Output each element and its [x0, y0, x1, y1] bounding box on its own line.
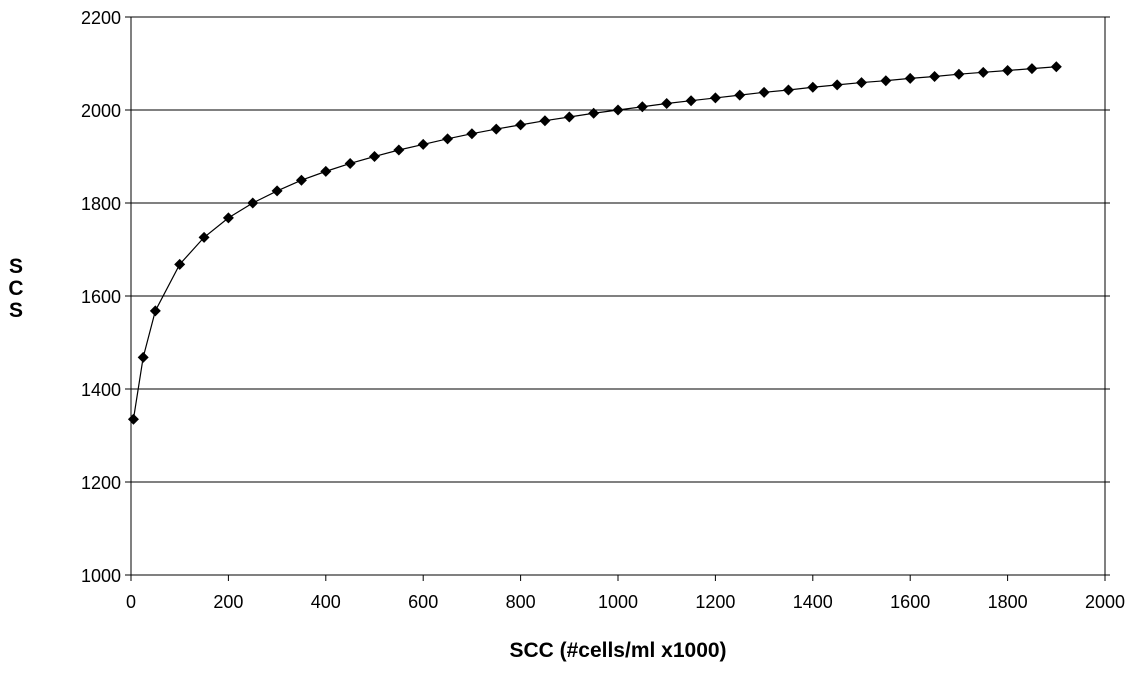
y-tick-label: 2200: [81, 8, 121, 28]
data-point-23: [661, 97, 673, 109]
data-point-25: [709, 92, 721, 104]
x-tick-label: 1600: [890, 592, 930, 612]
x-tick-label: 1800: [988, 592, 1028, 612]
y-tick-label: 1200: [81, 473, 121, 493]
x-tick-labels: 0 200 400 600 800 1000 1200 1400 1600 1800 2000: [126, 592, 1125, 612]
data-point-17: [515, 119, 527, 131]
x-tick-label: 1000: [598, 592, 638, 612]
data-point-28: [782, 84, 794, 96]
y-tick-label: 1800: [81, 194, 121, 214]
data-point-10: [344, 157, 356, 169]
data-point-16: [490, 123, 502, 135]
data-point-24: [685, 95, 697, 107]
data-point-11: [369, 151, 380, 162]
series-line: [132, 66, 1057, 420]
x-tick-label: 1400: [793, 592, 833, 612]
data-point-30: [831, 79, 843, 91]
x-tick-label: 200: [213, 592, 243, 612]
data-point-2: [149, 305, 161, 317]
gridlines: [131, 109, 1105, 483]
axes: [125, 16, 1110, 581]
data-point-8: [295, 174, 307, 186]
data-points: [127, 61, 1062, 425]
data-point-31: [856, 77, 867, 89]
data-point-21: [612, 104, 624, 116]
data-point-5: [222, 212, 234, 224]
data-point-20: [588, 107, 600, 119]
data-point-37: [1002, 64, 1014, 76]
data-point-6: [247, 197, 259, 209]
data-point-0: [127, 413, 139, 425]
x-axis-title: SCC (#cells/ml x1000): [509, 639, 726, 662]
data-point-14: [442, 133, 454, 145]
data-point-18: [539, 115, 551, 127]
data-point-19: [563, 111, 575, 123]
y-tick-label: 1000: [81, 566, 121, 586]
y-tick-labels: 1000 1200 1400 1600 1800 2000 2200: [81, 8, 121, 586]
data-point-38: [1026, 63, 1038, 75]
data-point-7: [271, 185, 283, 197]
x-tick-label: 600: [408, 592, 438, 612]
data-point-15: [466, 128, 478, 140]
y-tick-label: 1600: [81, 287, 121, 307]
y-tick-label: 2000: [81, 101, 121, 121]
data-point-39: [1050, 61, 1062, 73]
data-point-26: [734, 89, 746, 101]
x-tick-label: 0: [126, 592, 136, 612]
y-tick-label: 1400: [81, 380, 121, 400]
data-point-32: [880, 75, 892, 87]
data-point-33: [904, 72, 916, 84]
x-tick-label: 400: [311, 592, 341, 612]
x-tick-label: 1200: [695, 592, 735, 612]
data-point-9: [320, 165, 332, 177]
x-tick-label: 2000: [1085, 592, 1125, 612]
data-point-29: [807, 81, 819, 93]
data-point-4: [198, 231, 210, 243]
data-point-27: [758, 86, 770, 98]
data-point-35: [953, 68, 965, 80]
data-point-13: [417, 138, 429, 150]
data-point-34: [929, 71, 941, 83]
data-point-22: [636, 101, 648, 113]
data-point-12: [393, 144, 405, 156]
data-point-3: [174, 258, 186, 270]
x-tick-label: 800: [506, 592, 536, 612]
data-point-36: [977, 66, 989, 78]
data-point-1: [137, 351, 149, 363]
